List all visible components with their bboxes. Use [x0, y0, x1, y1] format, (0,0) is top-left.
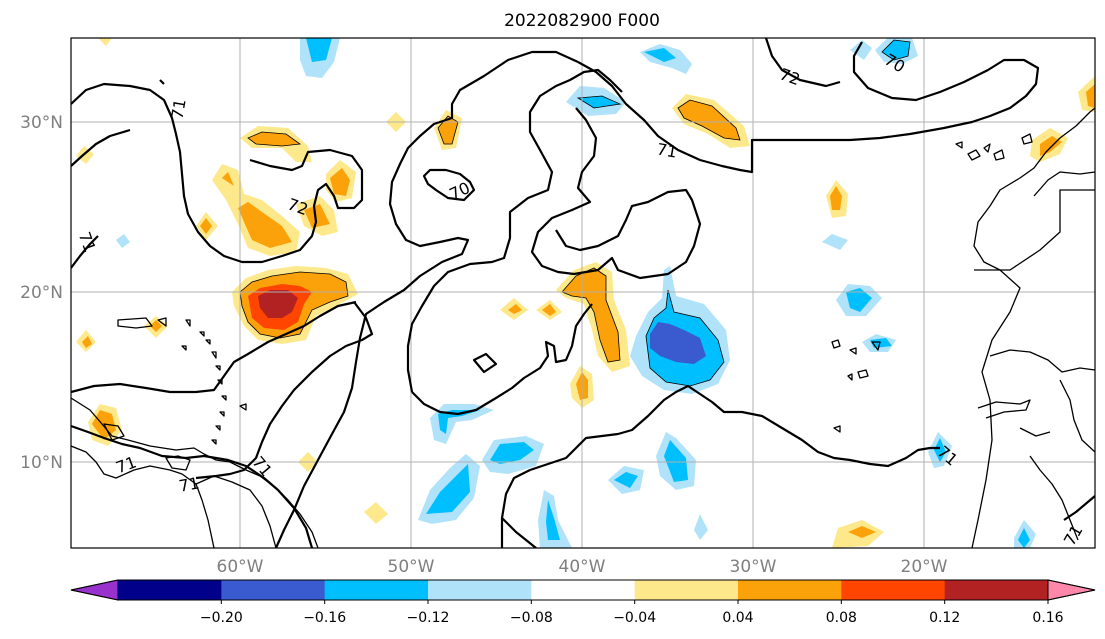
lon-label: 20°W — [901, 557, 948, 577]
colorbar-tick-label: 0.16 — [1032, 610, 1063, 626]
colorbar-swatch — [428, 580, 532, 600]
map-frame — [70, 37, 1096, 549]
lon-label: 50°W — [388, 557, 435, 577]
colorbar-swatch — [118, 580, 222, 600]
colorbar-tick-label: −0.16 — [303, 610, 346, 626]
lon-label: 30°W — [730, 557, 777, 577]
lat-label: 10°N — [20, 453, 63, 473]
longitude-labels: 60°W 50°W 40°W 30°W 20°W — [217, 557, 948, 577]
colorbar-swatch — [738, 580, 842, 600]
shaded-strong-negative — [650, 322, 706, 364]
map-panel: 71 72 71 70 71 72 70 71 71 71 71 71 60°W… — [20, 37, 1096, 577]
colorbar-tick-label: −0.08 — [510, 610, 553, 626]
shading-outlines — [239, 39, 911, 387]
latitude-labels: 30°N 20°N 10°N — [20, 113, 63, 473]
colorbar-swatch — [841, 580, 946, 600]
colorbar-tick-label: 0.08 — [826, 610, 857, 626]
shaded-max-positive — [258, 290, 298, 318]
colorbar-tick-label: −0.04 — [613, 610, 656, 626]
map-title: 2022082900 F000 — [504, 11, 660, 31]
colorbar-extend-low — [70, 579, 119, 601]
contour-label: 71 — [655, 139, 678, 161]
colorbar-tick-label: 0.12 — [929, 610, 960, 626]
colorbar-swatch — [221, 580, 326, 600]
colorbar-frame — [70, 579, 1096, 601]
colorbar-swatch — [324, 580, 429, 600]
colorbar-swatch — [531, 580, 636, 600]
lon-label: 60°W — [217, 557, 264, 577]
colorbar-tick-label: 0.04 — [722, 610, 753, 626]
lat-label: 20°N — [20, 283, 63, 303]
lon-label: 40°W — [559, 557, 606, 577]
colorbar-tick-label: −0.20 — [200, 610, 243, 626]
shaded-mid-negative — [306, 38, 1030, 548]
colorbar: −0.20 −0.16 −0.12 −0.08 −0.04 0.04 0.08 0.12 0.1… — [70, 579, 1096, 626]
geopotential-contours — [71, 38, 1095, 548]
colorbar-swatch — [944, 580, 1049, 600]
colorbar-extend-high — [1047, 579, 1096, 601]
contour-label: 71 — [177, 473, 200, 495]
colorbar-tick-label: −0.12 — [407, 610, 450, 626]
lat-label: 30°N — [20, 113, 63, 133]
contour-label: 71 — [167, 97, 189, 120]
colorbar-swatch — [634, 580, 739, 600]
